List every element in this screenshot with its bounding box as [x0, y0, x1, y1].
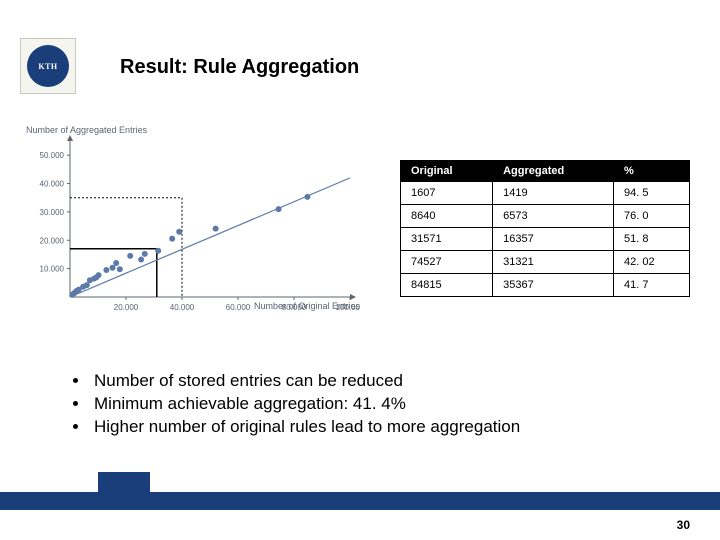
footer-bar [0, 492, 720, 510]
chart-svg: 10.000 20.000 30.000 40.000 50.000 20.000 40.0… [20, 125, 360, 325]
bullet-item: Number of stored entries can be reduced [90, 370, 650, 393]
kth-logo-text: KTH [27, 45, 69, 87]
svg-text:30.000: 30.000 [40, 208, 65, 217]
aggregation-chart: Number of Aggregated Entries 10.000 20.00… [20, 125, 360, 325]
table-row: 848153536741. 7 [401, 274, 690, 297]
svg-text:20.000: 20.000 [40, 236, 65, 245]
table-row: 745273132142. 02 [401, 251, 690, 274]
svg-text:40.000: 40.000 [170, 303, 195, 312]
slide-title: Result: Rule Aggregation [120, 56, 359, 79]
bullet-item: Higher number of original rules lead to … [90, 416, 650, 439]
table-header: Aggregated [493, 161, 614, 182]
chart-y-label: Number of Aggregated Entries [26, 125, 147, 135]
svg-text:60.000: 60.000 [226, 303, 251, 312]
table-cell: 74527 [401, 251, 493, 274]
table-row: 315711635751. 8 [401, 228, 690, 251]
page-number: 30 [677, 518, 690, 532]
table-cell: 16357 [493, 228, 614, 251]
table-row: 8640657376. 0 [401, 205, 690, 228]
table-cell: 31571 [401, 228, 493, 251]
table-cell: 1607 [401, 182, 493, 205]
table-cell: 41. 7 [614, 274, 690, 297]
table-cell: 51. 8 [614, 228, 690, 251]
footer-tab [98, 472, 150, 492]
results-table: OriginalAggregated% 1607141994. 58640657… [400, 160, 690, 297]
table-header: Original [401, 161, 493, 182]
table-header: % [614, 161, 690, 182]
table-cell: 42. 02 [614, 251, 690, 274]
table-cell: 1419 [493, 182, 614, 205]
table-cell: 8640 [401, 205, 493, 228]
kth-logo: KTH [20, 38, 76, 94]
svg-text:10.000: 10.000 [40, 265, 65, 274]
svg-text:50.000: 50.000 [40, 151, 65, 160]
table-cell: 84815 [401, 274, 493, 297]
table-cell: 31321 [493, 251, 614, 274]
chart-x-label: Number of Original Entries [254, 301, 360, 311]
bullet-list: Number of stored entries can be reducedM… [70, 370, 650, 439]
table-cell: 76. 0 [614, 205, 690, 228]
bullet-item: Minimum achievable aggregation: 41. 4% [90, 393, 650, 416]
table-cell: 6573 [493, 205, 614, 228]
svg-text:40.000: 40.000 [40, 180, 65, 189]
table-cell: 35367 [493, 274, 614, 297]
table-row: 1607141994. 5 [401, 182, 690, 205]
table-cell: 94. 5 [614, 182, 690, 205]
svg-text:20.000: 20.000 [114, 303, 139, 312]
